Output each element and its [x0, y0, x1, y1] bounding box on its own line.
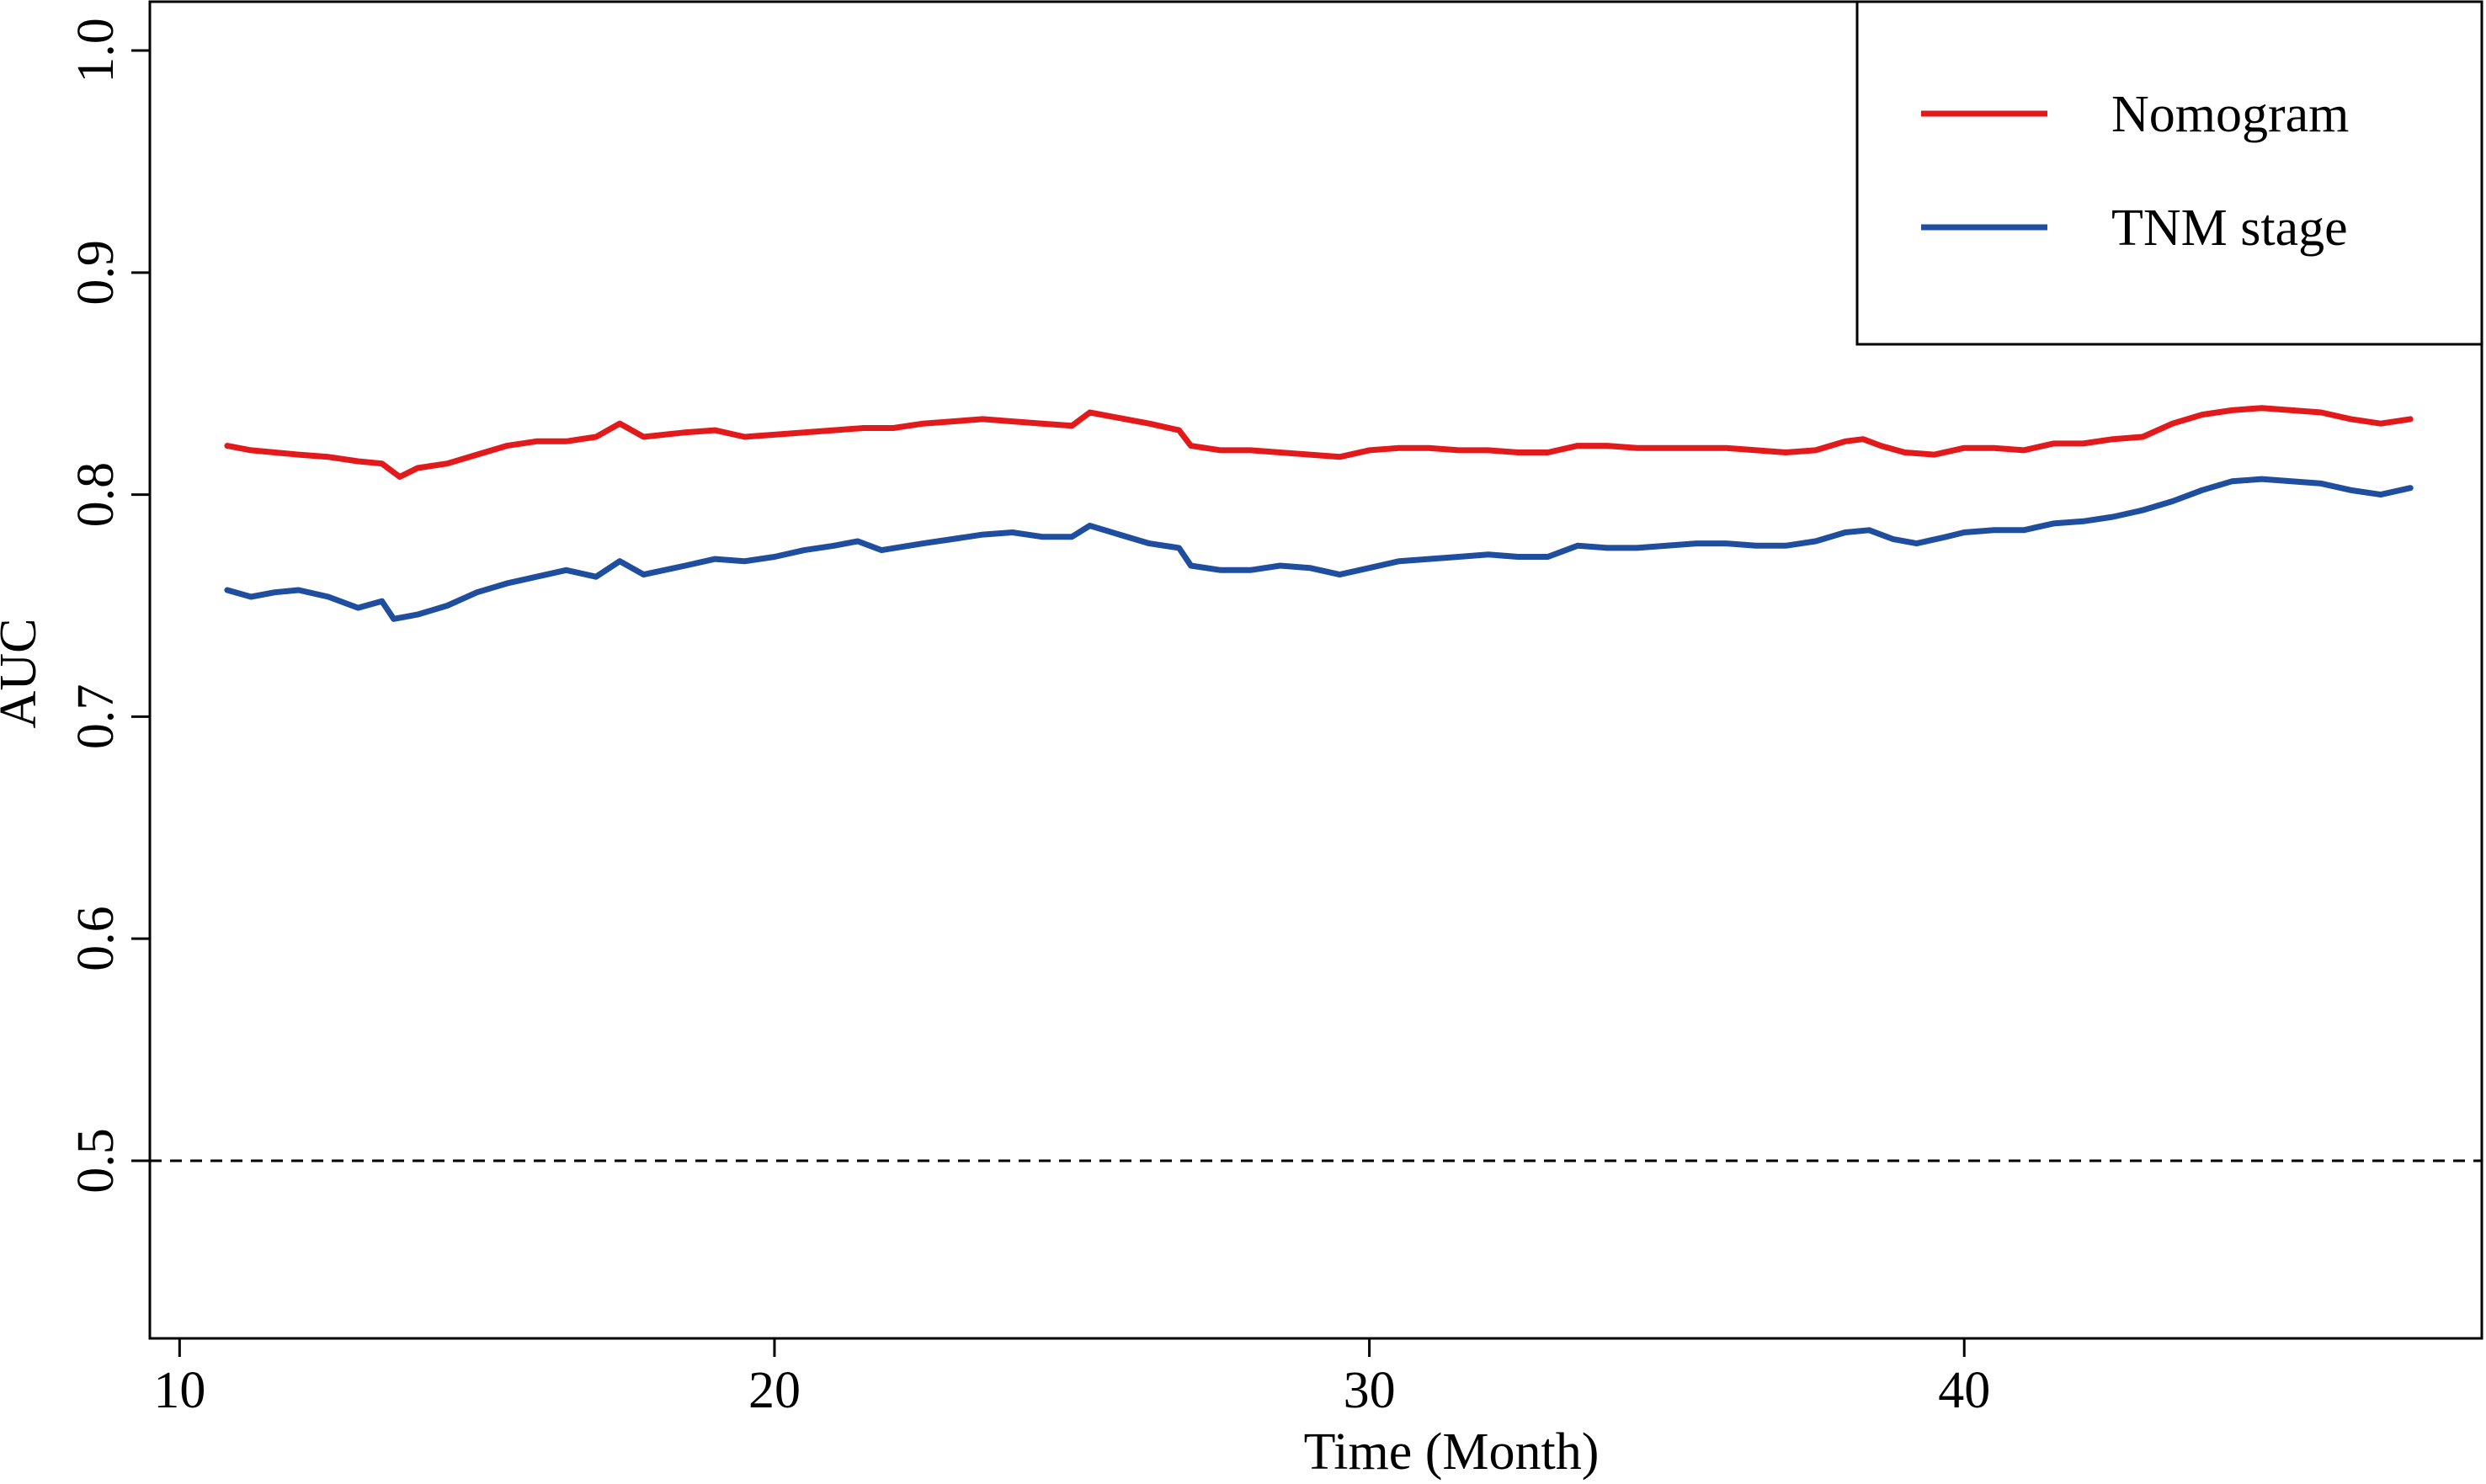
y-tick-label: 0.5 — [67, 1128, 125, 1194]
legend: Nomogram TNM stage — [1855, 0, 2483, 346]
y-tick-label: 0.8 — [67, 462, 125, 528]
legend-box — [1855, 0, 2483, 346]
series-line-nomogram — [224, 405, 2414, 480]
legend-label: TNM stage — [2111, 199, 2348, 257]
series-line-tnm-stage — [224, 476, 2414, 622]
x-tick-label: 10 — [153, 1362, 205, 1419]
y-tick-label: 0.9 — [67, 240, 125, 306]
y-tick-label: 1.0 — [67, 18, 125, 83]
y-tick-label: 0.6 — [67, 906, 125, 971]
y-axis-label: AUC — [0, 619, 47, 729]
x-tick-label: 20 — [748, 1362, 801, 1419]
x-axis-label: Time (Month) — [1304, 1423, 1600, 1481]
x-tick-label: 30 — [1344, 1362, 1396, 1419]
series-layer — [224, 405, 2414, 622]
legend-label: Nomogram — [2111, 86, 2349, 143]
axes: 10 20 30 40 0.5 0.6 0.7 0.8 0.9 1.0 — [67, 0, 2483, 1419]
x-tick-label: 40 — [1938, 1362, 1990, 1419]
y-tick-label: 0.7 — [67, 684, 125, 750]
